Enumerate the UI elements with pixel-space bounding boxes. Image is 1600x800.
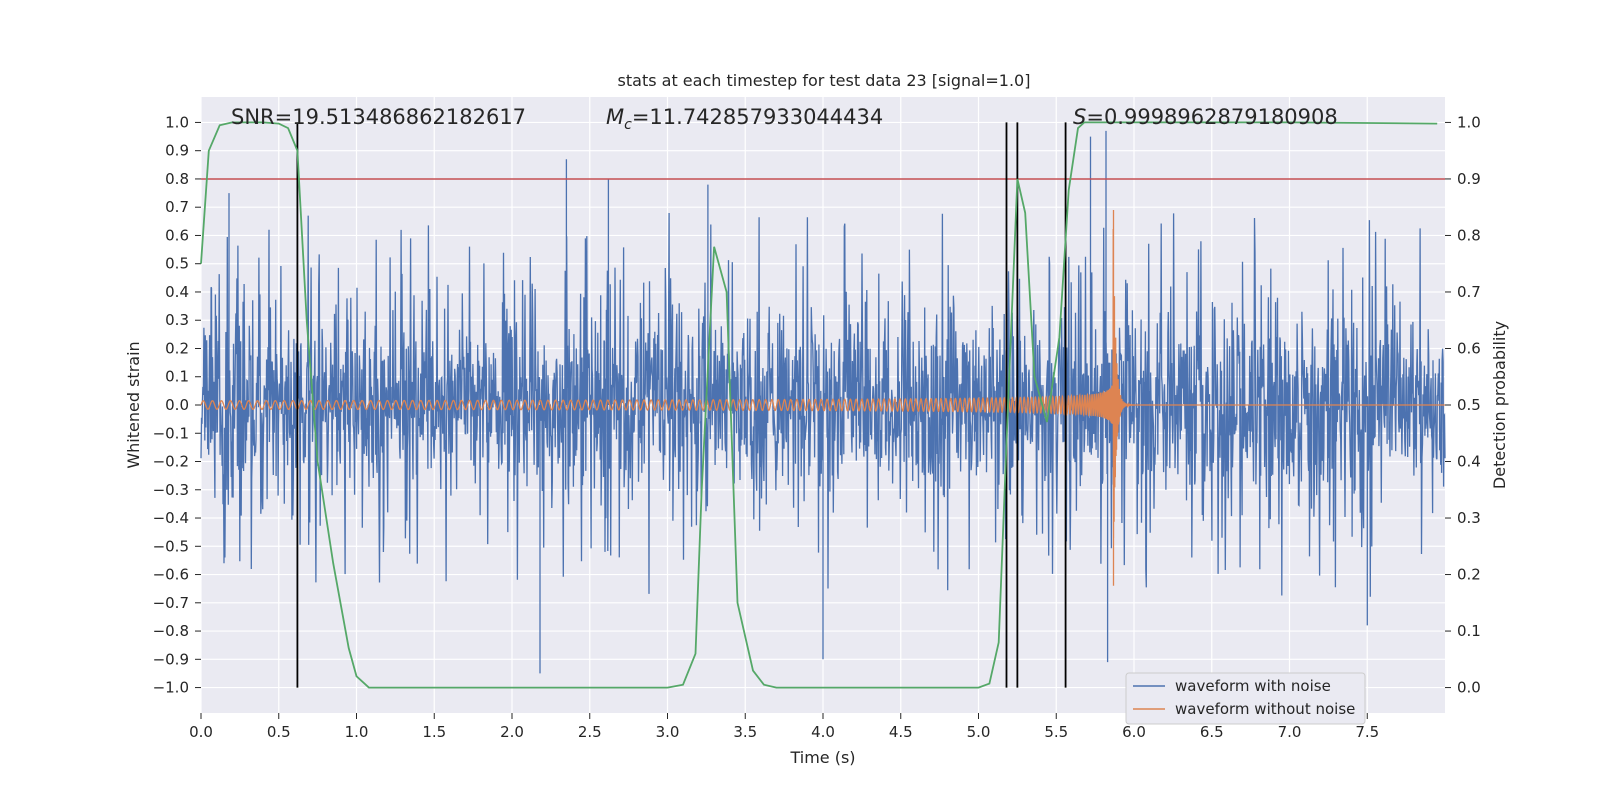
y2-tick-label: 0.4 — [1457, 453, 1481, 471]
y2-tick-label: 1.0 — [1457, 113, 1481, 131]
right-y-ticks: 1.0 0.9 0.8 0.7 0.6 0.5 0.4 0.3 0.2 0.1 0.0 — [1445, 113, 1481, 697]
y2-tick-label: 0.0 — [1457, 679, 1481, 697]
x-tick-label: 3.0 — [656, 723, 680, 741]
s-value: =0.9998962879180908 — [1086, 105, 1337, 129]
y-tick-label: −0.7 — [153, 594, 189, 612]
x-tick-label: 0.5 — [267, 723, 291, 741]
x-tick-label: 5.5 — [1044, 723, 1068, 741]
y-tick-label: 0.7 — [165, 198, 189, 216]
y-tick-label: −0.4 — [153, 509, 189, 527]
x-ticks: 0.0 0.5 1.0 1.5 2.0 2.5 3.0 3.5 4.0 4.5 5.0 5.5 6.0 6… — [189, 713, 1379, 741]
x-tick-label: 2.0 — [500, 723, 524, 741]
y-axis-label: Whitened strain — [124, 341, 143, 468]
series-layer — [200, 121, 1446, 689]
y-tick-label: 0.8 — [165, 170, 189, 188]
y-tick-label: 1.0 — [165, 113, 189, 131]
chirp-mass-annotation: Mc=11.742857933044434 — [606, 105, 883, 133]
snr-annotation: SNR=19.513486862182617 — [231, 105, 526, 129]
y-tick-label: −0.1 — [153, 424, 189, 442]
x-tick-label: 6.5 — [1200, 723, 1224, 741]
x-tick-label: 4.5 — [889, 723, 913, 741]
left-y-ticks: 1.0 0.9 0.8 0.7 0.6 0.5 0.4 0.3 0.2 0.1 0.0 −0.1 −0.… — [153, 113, 201, 697]
x-tick-label: 6.0 — [1122, 723, 1146, 741]
series-detection-probability — [200, 121, 1438, 689]
y-tick-label: 0.9 — [165, 142, 189, 160]
x-tick-label: 0.0 — [189, 723, 213, 741]
event-lines — [296, 122, 1067, 688]
y2-tick-label: 0.8 — [1457, 226, 1481, 244]
y-tick-label: −0.3 — [153, 481, 189, 499]
y2-tick-label: 0.2 — [1457, 566, 1481, 584]
legend-label-noise: waveform with noise — [1175, 677, 1331, 695]
legend-box — [1125, 672, 1366, 725]
mc-subscript: c — [624, 117, 632, 133]
legend-label-clean: waveform without noise — [1175, 700, 1355, 718]
y-tick-label: 0.5 — [165, 255, 189, 273]
y2-tick-label: 0.3 — [1457, 509, 1481, 527]
x-tick-label: 7.5 — [1355, 723, 1379, 741]
y-tick-label: 0.3 — [165, 311, 189, 329]
mc-value: =11.742857933044434 — [632, 105, 883, 129]
y-tick-label: 0.0 — [165, 396, 189, 414]
y-tick-label: 0.6 — [165, 226, 189, 244]
x-axis-label: Time (s) — [789, 748, 855, 767]
y-tick-label: 0.4 — [165, 283, 189, 301]
score-annotation: S=0.9998962879180908 — [1073, 105, 1338, 129]
y-tick-label: −0.8 — [153, 622, 189, 640]
y2-tick-label: 0.6 — [1457, 339, 1481, 357]
chart-title: stats at each timestep for test data 23 … — [618, 71, 1031, 90]
y-tick-label: −1.0 — [153, 679, 189, 697]
y-tick-label: −0.6 — [153, 566, 189, 584]
x-tick-label: 2.5 — [578, 723, 602, 741]
y-tick-label: 0.2 — [165, 339, 189, 357]
y2-tick-label: 0.9 — [1457, 170, 1481, 188]
y2-tick-label: 0.1 — [1457, 622, 1481, 640]
y2-tick-label: 0.5 — [1457, 396, 1481, 414]
x-tick-label: 1.0 — [345, 723, 369, 741]
x-tick-label: 1.5 — [422, 723, 446, 741]
y-tick-label: −0.2 — [153, 453, 189, 471]
mc-symbol: M — [606, 105, 624, 129]
series-waveform-without-noise — [200, 210, 1445, 586]
y2-axis-label: Detection probability — [1490, 321, 1509, 489]
x-tick-label: 7.0 — [1278, 723, 1302, 741]
x-tick-label: 4.0 — [811, 723, 835, 741]
y-tick-label: −0.5 — [153, 537, 189, 555]
y-tick-label: −0.9 — [153, 650, 189, 668]
y2-tick-label: 0.7 — [1457, 283, 1481, 301]
x-tick-label: 5.0 — [967, 723, 991, 741]
legend: waveform with noise waveform without noi… — [1125, 672, 1366, 725]
s-symbol: S — [1073, 105, 1086, 129]
y-tick-label: 0.1 — [165, 368, 189, 386]
series-waveform-with-noise — [200, 130, 1446, 674]
x-tick-label: 3.5 — [733, 723, 757, 741]
